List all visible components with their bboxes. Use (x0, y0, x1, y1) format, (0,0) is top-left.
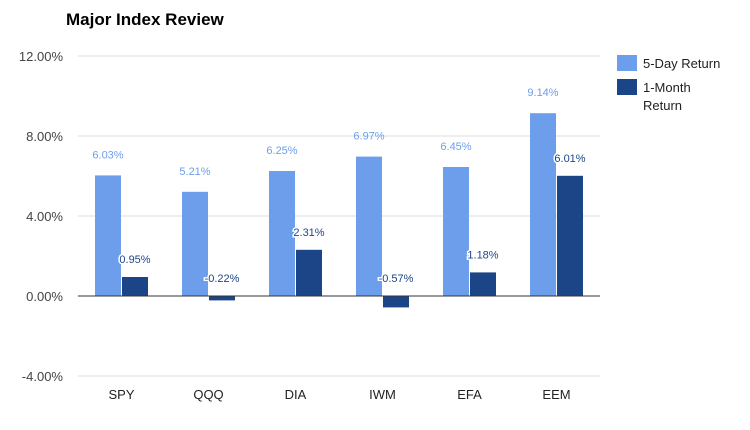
bar-1month (470, 272, 496, 296)
data-label: 1.18% (467, 249, 498, 261)
bar-1month (209, 296, 235, 301)
bar-5day (356, 156, 382, 296)
bar-1month (296, 249, 322, 296)
x-tick-label: DIA (285, 387, 307, 402)
x-tick-label: SPY (108, 387, 134, 402)
bar-5day (269, 171, 295, 296)
y-tick-label: 12.00% (19, 49, 64, 64)
bar-1month (557, 175, 583, 296)
data-label: 2.31% (293, 227, 324, 239)
x-tick-label: IWM (369, 387, 396, 402)
data-label: 6.25% (266, 145, 297, 157)
data-label: -0.22% (205, 273, 240, 285)
bar-1month (122, 277, 148, 296)
y-tick-label: 8.00% (26, 129, 63, 144)
data-label: 6.45% (440, 141, 471, 153)
data-label: 6.03% (92, 149, 123, 161)
bar-1month (383, 296, 409, 308)
data-label: 9.14% (527, 87, 558, 99)
y-tick-label: -4.00% (22, 369, 64, 384)
data-label: 6.01% (554, 153, 585, 165)
data-label: 0.95% (119, 254, 150, 266)
bar-5day (95, 175, 121, 296)
bar-5day (530, 113, 556, 296)
bar-5day (182, 191, 208, 296)
y-tick-label: 4.00% (26, 209, 63, 224)
chart-title: Major Index Review (66, 10, 224, 29)
x-tick-label: EEM (542, 387, 570, 402)
bar-5day (443, 167, 469, 296)
x-tick-label: EFA (457, 387, 482, 402)
data-label: 5.21% (179, 166, 210, 178)
data-label: 6.97% (353, 131, 384, 143)
legend-label-1month-line1: 1-Month (643, 80, 691, 95)
legend-swatch-5day (617, 55, 637, 71)
y-tick-label: 0.00% (26, 289, 63, 304)
data-label: -0.57% (379, 273, 414, 285)
legend-label-5day: 5-Day Return (643, 56, 720, 71)
x-tick-label: QQQ (193, 387, 223, 402)
legend-label-1month-line2: Return (643, 98, 682, 113)
legend-swatch-1month (617, 79, 637, 95)
